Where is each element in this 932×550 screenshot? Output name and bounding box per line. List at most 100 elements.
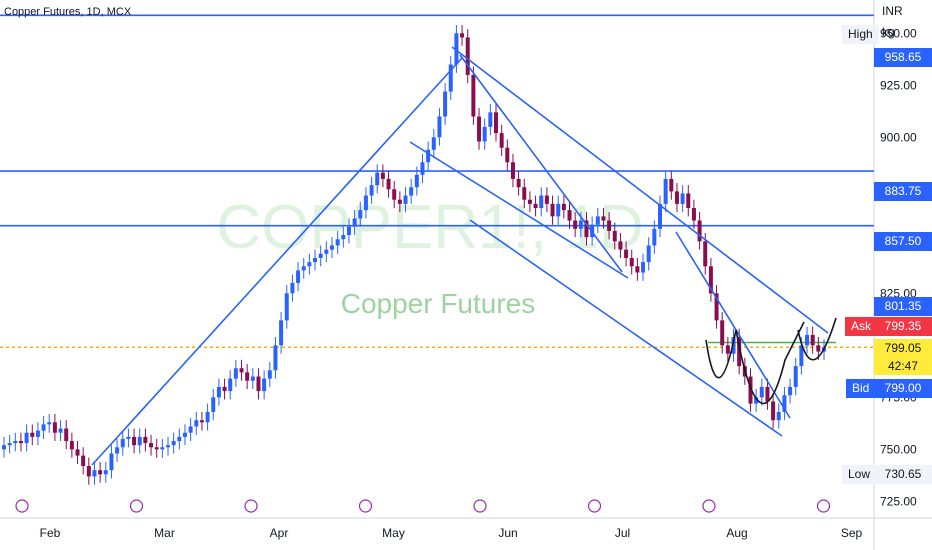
candle-body (92, 470, 97, 477)
candle-body (273, 345, 278, 371)
candle-body (573, 220, 578, 229)
candle-body (98, 470, 103, 475)
candle-body (330, 245, 334, 250)
candle-body (358, 210, 363, 219)
candle-body (680, 193, 685, 204)
candle-body (771, 401, 776, 421)
candle-body (816, 345, 821, 352)
candle-body (776, 411, 781, 421)
candle-body (437, 116, 442, 138)
candle-body (171, 441, 176, 446)
y-tick-label: 750.00 (880, 442, 917, 456)
countdown-tag: 42:47 (874, 357, 932, 375)
trendline (675, 231, 791, 419)
trendline (409, 141, 629, 279)
candle-body (494, 112, 498, 134)
x-tick-label: Jul (615, 526, 630, 540)
handle-pattern-curve (797, 317, 837, 361)
event-marker-icon (816, 499, 831, 513)
candle-body (697, 220, 702, 242)
candle-body (216, 386, 221, 398)
candle-body (115, 447, 120, 454)
candle-body (149, 443, 154, 448)
event-marker-icon (244, 499, 258, 513)
candle-body (41, 424, 46, 431)
candle-body (674, 191, 679, 204)
candle-body (765, 386, 770, 402)
candle-body (290, 282, 295, 294)
trendline (459, 54, 623, 273)
candle-body (686, 193, 691, 209)
event-marker-icon (587, 499, 602, 513)
candle-body (262, 378, 267, 392)
candle-body (137, 436, 142, 446)
candle-body (13, 441, 18, 444)
x-tick-label: Aug (726, 526, 747, 540)
candle-body (380, 172, 385, 179)
candle-body (177, 436, 182, 442)
candle-body (443, 91, 448, 117)
candle-body (669, 178, 674, 192)
candle-body (211, 397, 216, 412)
candle-body (454, 33, 459, 65)
candle-body (465, 37, 470, 75)
candle-body (652, 228, 657, 246)
high-price-tag: 958.65 (874, 48, 932, 67)
ask-price-tag: 799.35 (874, 317, 932, 336)
candle-body (646, 245, 651, 263)
candle-body (714, 293, 719, 321)
candle-body (409, 187, 414, 196)
candle-body (420, 162, 425, 175)
candle-body (527, 199, 532, 204)
candle-body (426, 149, 431, 163)
candle-body (69, 441, 74, 450)
candle-body (324, 249, 329, 254)
candle-body (737, 337, 742, 367)
candle-body (477, 116, 482, 142)
candle-body (267, 370, 272, 379)
candle-body (663, 178, 668, 204)
high-label: High (842, 25, 879, 44)
candle-body (510, 162, 515, 179)
candle-body (375, 172, 380, 186)
low-price-tag: 730.65 (874, 465, 932, 484)
candle-body (612, 230, 617, 242)
candle-body (143, 436, 148, 444)
candle-body (561, 203, 566, 211)
candle-body (199, 420, 204, 423)
candle-body (482, 126, 487, 142)
candle-body (759, 386, 764, 398)
candle-body (544, 195, 549, 204)
candle-body (58, 428, 63, 433)
candle-body (160, 447, 165, 450)
y-tick-label: 950.00 (880, 26, 917, 40)
trendline (469, 219, 783, 437)
candle-body (188, 426, 193, 433)
last-price-tag: 799.05 (874, 339, 932, 357)
candle-body (284, 293, 289, 321)
candle-body (539, 195, 544, 209)
candle-body (703, 241, 708, 267)
candle-body (460, 33, 465, 38)
candle-body (313, 257, 318, 263)
candle-body (748, 376, 753, 404)
candle-body (154, 447, 159, 450)
bid-price-tag: 799.00 (874, 379, 932, 398)
candle-body (166, 445, 170, 448)
candle-body (414, 174, 419, 188)
candle-body (222, 386, 227, 392)
y-tick-label: 900.00 (880, 130, 917, 144)
candle-body (708, 266, 713, 294)
candle-body (256, 376, 261, 392)
candle-body (86, 465, 91, 477)
candle-body (352, 218, 357, 227)
level-801-tag: 801.35 (874, 297, 932, 316)
candle-body (397, 199, 402, 204)
candle-body (64, 428, 69, 442)
candle-body (307, 262, 312, 267)
candle-body (624, 249, 629, 258)
candle-body (279, 320, 284, 346)
y-tick-label: 925.00 (880, 78, 917, 92)
candle-body (505, 147, 510, 163)
